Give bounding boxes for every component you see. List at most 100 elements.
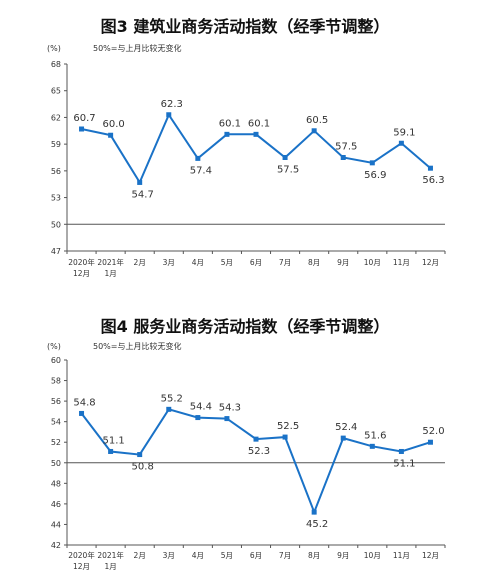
x-tick-label: 12月: [73, 562, 90, 571]
chart-title: 图3 建筑业商务活动指数（经季节调整）: [100, 17, 390, 36]
data-label: 54.7: [132, 189, 154, 200]
data-point: [79, 410, 85, 416]
x-tick-label: 12月: [422, 551, 439, 560]
y-tick-label: 53: [51, 194, 61, 203]
data-point: [79, 126, 85, 132]
x-tick-label: 3月: [163, 551, 175, 560]
data-point: [137, 179, 143, 185]
data-label: 52.3: [248, 446, 270, 457]
x-tick-label: 2020年: [68, 550, 95, 560]
data-point: [224, 416, 230, 422]
y-tick-label: 50: [51, 459, 61, 468]
data-point: [282, 155, 288, 160]
y-tick-label: 50: [51, 220, 61, 229]
data-label: 52.0: [422, 426, 444, 437]
data-point: [166, 406, 172, 412]
data-point: [195, 415, 201, 421]
data-point: [427, 439, 433, 445]
data-point: [340, 435, 346, 441]
data-point: [195, 155, 201, 161]
y-unit-label: (%): [47, 44, 61, 53]
x-tick-label: 5月: [221, 258, 233, 267]
data-label: 60.5: [306, 115, 328, 126]
x-tick-label: 9月: [337, 551, 349, 560]
x-tick-label: 10月: [364, 258, 381, 267]
data-point: [108, 132, 114, 138]
x-tick-label: 4月: [192, 258, 204, 267]
x-tick-label: 7月: [279, 551, 291, 560]
data-label: 57.5: [277, 165, 299, 176]
y-tick-label: 52: [51, 438, 61, 447]
y-tick-label: 56: [51, 167, 61, 176]
x-tick-label: 1月: [104, 269, 116, 278]
services-chart: (%) 50%=与上月比较无变化 42 44 46 48 50 52 54 56 58 60 2020年…: [0, 292, 490, 584]
x-tick-label: 10月: [364, 551, 381, 560]
data-label: 54.8: [73, 397, 95, 408]
data-label: 50.8: [132, 462, 154, 473]
x-tick-label: 2021年: [97, 550, 124, 560]
y-tick-label: 59: [51, 140, 61, 149]
data-point: [224, 131, 230, 137]
data-label: 62.3: [161, 99, 183, 110]
data-point: [166, 112, 172, 118]
x-tick-label: 5月: [221, 551, 233, 560]
y-tick-label: 46: [51, 500, 61, 509]
data-point: [253, 131, 259, 137]
x-tick-label: 12月: [422, 258, 439, 267]
y-tick-label: 62: [51, 113, 61, 122]
data-label: 60.0: [102, 119, 124, 130]
data-label: 54.3: [219, 403, 241, 414]
construction-chart-svg: (%) 50%=与上月比较无变化 47 50 53 56 59 62 65 68 2020年 12月 2…: [47, 43, 446, 278]
data-label: 52.5: [277, 421, 299, 432]
x-tick-label: 2月: [134, 551, 146, 560]
chart-title: 图4 服务业商务活动指数（经季节调整）: [100, 317, 390, 336]
data-label: 57.4: [190, 165, 212, 176]
note-label: 50%=与上月比较无变化: [93, 341, 181, 351]
x-tick-label: 2月: [134, 258, 146, 267]
data-label: 51.6: [364, 430, 386, 441]
x-tick-label: 8月: [308, 551, 320, 560]
y-tick-label: 58: [51, 377, 61, 386]
y-tick-label: 56: [51, 397, 61, 406]
data-label: 52.4: [335, 422, 357, 433]
y-tick-label: 68: [51, 60, 61, 69]
x-tick-label: 12月: [73, 269, 90, 278]
y-unit-label: (%): [47, 342, 61, 351]
data-point: [108, 448, 114, 454]
data-label: 60.7: [73, 113, 95, 124]
data-label: 51.1: [393, 458, 415, 469]
x-tick-label: 6月: [250, 258, 262, 267]
data-point: [282, 434, 288, 440]
data-point: [398, 140, 404, 146]
data-point: [398, 448, 404, 454]
x-tick-label: 2020年: [68, 257, 95, 267]
data-label: 54.4: [190, 402, 212, 413]
data-point: [427, 165, 433, 171]
data-label: 56.3: [422, 175, 444, 186]
data-label: 60.1: [219, 118, 241, 129]
y-tick-label: 42: [51, 541, 61, 550]
data-label: 55.2: [161, 393, 183, 404]
y-tick-label: 60: [51, 356, 61, 365]
data-label: 51.1: [102, 435, 124, 446]
data-point: [369, 443, 375, 449]
x-tick-label: 6月: [250, 551, 262, 560]
data-point: [311, 128, 317, 134]
data-point: [253, 436, 259, 442]
data-point: [311, 509, 317, 515]
x-tick-label: 11月: [393, 258, 410, 267]
y-tick-label: 44: [51, 520, 61, 529]
data-point: [369, 160, 375, 166]
data-label: 59.1: [393, 127, 415, 138]
construction-chart: (%) 50%=与上月比较无变化 47 50 53 56 59 62 65 68 2020年 12月 2…: [47, 17, 446, 278]
data-point: [137, 452, 143, 458]
x-tick-label: 11月: [393, 551, 410, 560]
data-label: 57.5: [335, 142, 357, 153]
y-tick-label: 65: [51, 87, 61, 96]
x-tick-label: 9月: [337, 258, 349, 267]
x-tick-label: 4月: [192, 551, 204, 560]
services-chart-svg: (%) 50%=与上月比较无变化 42 44 46 48 50 52 54 56 58 60 2020年…: [47, 341, 446, 571]
y-tick-label: 48: [51, 479, 61, 488]
data-point: [340, 155, 346, 160]
x-tick-label: 8月: [308, 258, 320, 267]
